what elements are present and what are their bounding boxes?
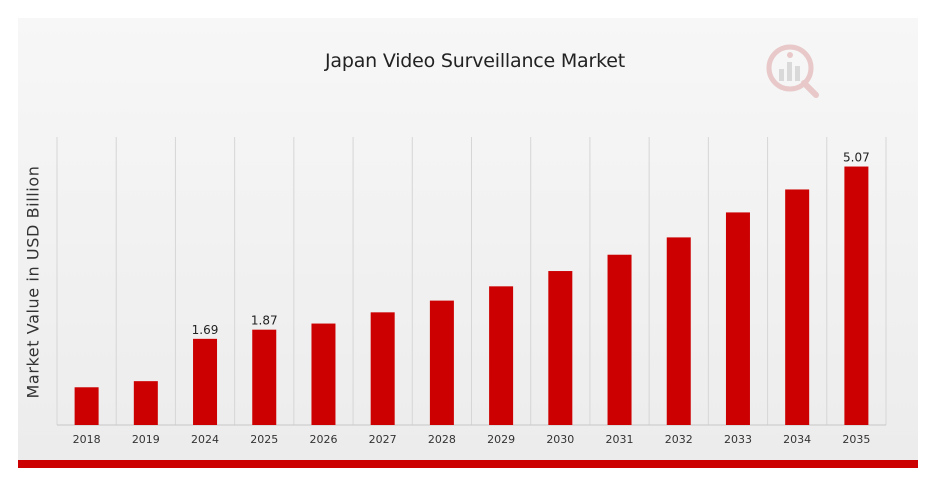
x-tick-label-2026: 2026 [309,433,337,446]
x-tick-label-2029: 2029 [487,433,515,446]
bar-2031 [607,254,632,425]
x-tick-label-2032: 2032 [665,433,693,446]
bar-2024 [193,338,218,425]
bar-2026 [311,323,336,425]
x-tick-label-2033: 2033 [724,433,752,446]
data-label-2024: 1.69 [192,323,219,337]
x-tick-label-2018: 2018 [73,433,101,446]
bar-2030 [548,271,573,425]
x-tick-label-2019: 2019 [132,433,160,446]
chart-title: Japan Video Surveillance Market [325,50,625,72]
x-tick-label-2030: 2030 [546,433,574,446]
x-tick-label-2028: 2028 [428,433,456,446]
bar-2035 [844,166,869,425]
bottom-accent-bar [18,460,918,468]
x-tick-label-2027: 2027 [369,433,397,446]
bar-2029 [489,286,514,425]
x-tick-label-2035: 2035 [842,433,870,446]
x-tick-label-2034: 2034 [783,433,811,446]
bar-2033 [725,212,750,425]
data-label-2025: 1.87 [251,314,278,328]
bar-2034 [785,189,810,425]
bar-2028 [429,300,454,425]
data-label-2035: 5.07 [843,151,870,165]
bar-2025 [252,329,277,425]
x-tick-label-2025: 2025 [250,433,278,446]
x-tick-label-2031: 2031 [606,433,634,446]
x-tick-label-2024: 2024 [191,433,219,446]
bar-2027 [370,312,395,425]
bar-2018 [74,387,99,425]
bar-2032 [666,237,691,425]
bar-2019 [133,381,158,425]
analytics-logo-icon [766,44,819,98]
